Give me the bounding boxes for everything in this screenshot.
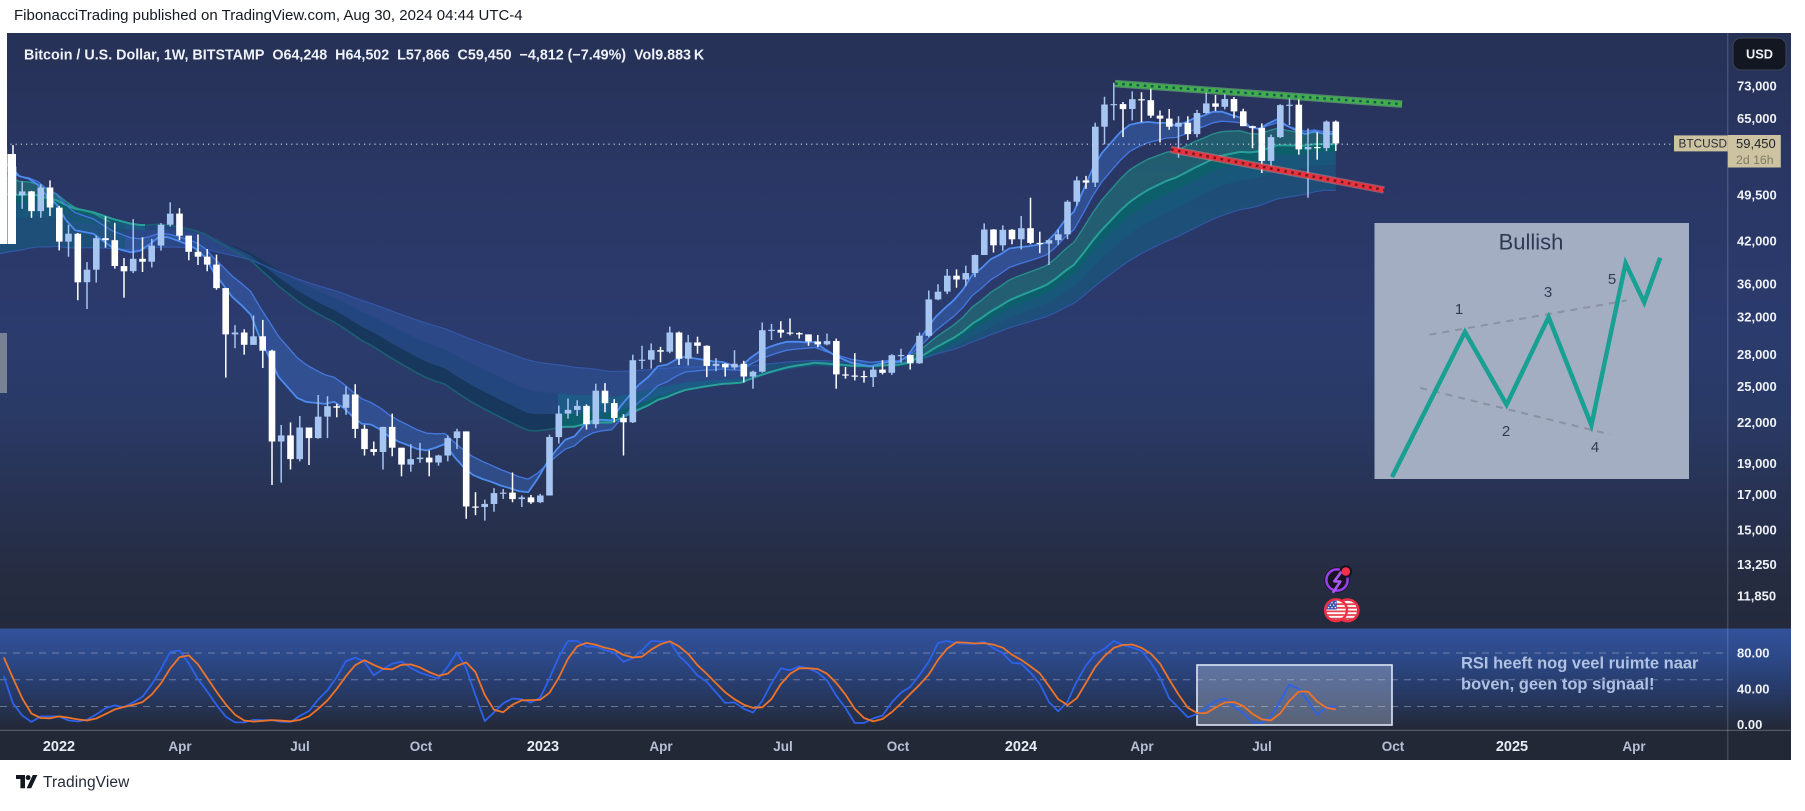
svg-text:2023: 2023 bbox=[527, 739, 559, 755]
svg-text:Apr: Apr bbox=[1622, 739, 1646, 754]
svg-text:Apr: Apr bbox=[168, 739, 192, 754]
svg-text:17,000: 17,000 bbox=[1737, 487, 1777, 502]
svg-text:13,250: 13,250 bbox=[1737, 557, 1777, 572]
svg-text:Apr: Apr bbox=[649, 739, 673, 754]
svg-text:49,500: 49,500 bbox=[1737, 187, 1777, 202]
svg-text:5: 5 bbox=[1608, 271, 1616, 288]
svg-text:2: 2 bbox=[1502, 423, 1510, 440]
svg-text:19,000: 19,000 bbox=[1737, 456, 1777, 471]
svg-text:65,000: 65,000 bbox=[1737, 111, 1777, 126]
svg-text:2022: 2022 bbox=[43, 739, 75, 755]
svg-text:40.00: 40.00 bbox=[1737, 681, 1770, 696]
svg-text:Jul: Jul bbox=[290, 739, 310, 754]
svg-text:36,000: 36,000 bbox=[1737, 277, 1777, 292]
svg-text:73,000: 73,000 bbox=[1737, 78, 1777, 93]
svg-text:RSI heeft nog veel ruimte naar: RSI heeft nog veel ruimte naar bbox=[1461, 655, 1699, 673]
svg-text:59,450: 59,450 bbox=[1736, 136, 1776, 151]
svg-text:2d 16h: 2d 16h bbox=[1736, 153, 1774, 167]
svg-text:boven, geen top signaal!: boven, geen top signaal! bbox=[1461, 676, 1654, 694]
svg-text:80.00: 80.00 bbox=[1737, 646, 1770, 661]
svg-text:Oct: Oct bbox=[410, 739, 433, 754]
svg-text:Apr: Apr bbox=[1130, 739, 1154, 754]
svg-text:USD: USD bbox=[1746, 47, 1773, 62]
svg-text:32,000: 32,000 bbox=[1737, 310, 1777, 325]
svg-text:4: 4 bbox=[1591, 439, 1599, 456]
svg-text:28,000: 28,000 bbox=[1737, 347, 1777, 362]
svg-text:Jul: Jul bbox=[1252, 739, 1272, 754]
svg-text:BTCUSD: BTCUSD bbox=[1679, 137, 1728, 151]
svg-text:Jul: Jul bbox=[773, 739, 793, 754]
svg-text:22,000: 22,000 bbox=[1737, 415, 1777, 430]
svg-text:15,000: 15,000 bbox=[1737, 522, 1777, 537]
svg-text:Oct: Oct bbox=[887, 739, 910, 754]
svg-text:1: 1 bbox=[1455, 301, 1463, 318]
svg-text:Bitcoin / U.S. Dollar, 1W, BIT: Bitcoin / U.S. Dollar, 1W, BITSTAMP O64,… bbox=[24, 48, 705, 64]
svg-text:2024: 2024 bbox=[1005, 739, 1037, 755]
svg-text:2025: 2025 bbox=[1496, 739, 1528, 755]
svg-text:Oct: Oct bbox=[1382, 739, 1405, 754]
svg-text:25,000: 25,000 bbox=[1737, 379, 1777, 394]
svg-text:0.00: 0.00 bbox=[1737, 717, 1762, 732]
svg-text:11,850: 11,850 bbox=[1737, 589, 1776, 604]
svg-text:Bullish: Bullish bbox=[1499, 230, 1564, 255]
svg-text:42,000: 42,000 bbox=[1737, 233, 1777, 248]
svg-text:3: 3 bbox=[1544, 284, 1552, 301]
